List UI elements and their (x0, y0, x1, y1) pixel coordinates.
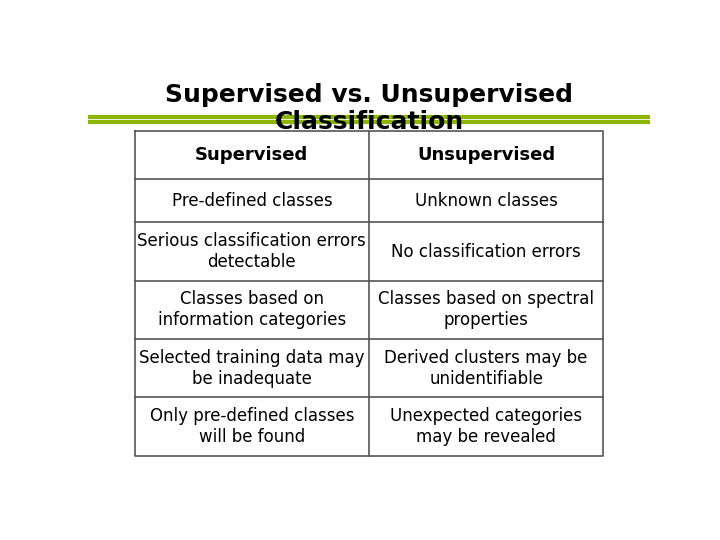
Text: Supervised vs. Unsupervised
Classification: Supervised vs. Unsupervised Classificati… (165, 83, 573, 134)
Text: Unexpected categories
may be revealed: Unexpected categories may be revealed (390, 407, 582, 446)
Text: No classification errors: No classification errors (391, 242, 581, 261)
Text: Unsupervised: Unsupervised (417, 146, 555, 164)
Text: Selected training data may
be inadequate: Selected training data may be inadequate (139, 349, 364, 388)
Text: Derived clusters may be
unidentifiable: Derived clusters may be unidentifiable (384, 349, 588, 388)
Text: Classes based on
information categories: Classes based on information categories (158, 291, 346, 329)
Text: Unknown classes: Unknown classes (415, 192, 557, 210)
Text: Classes based on spectral
properties: Classes based on spectral properties (378, 291, 594, 329)
Text: Pre-defined classes: Pre-defined classes (171, 192, 332, 210)
Text: Only pre-defined classes
will be found: Only pre-defined classes will be found (150, 407, 354, 446)
Text: Supervised: Supervised (195, 146, 308, 164)
Text: Serious classification errors
detectable: Serious classification errors detectable (138, 232, 366, 271)
